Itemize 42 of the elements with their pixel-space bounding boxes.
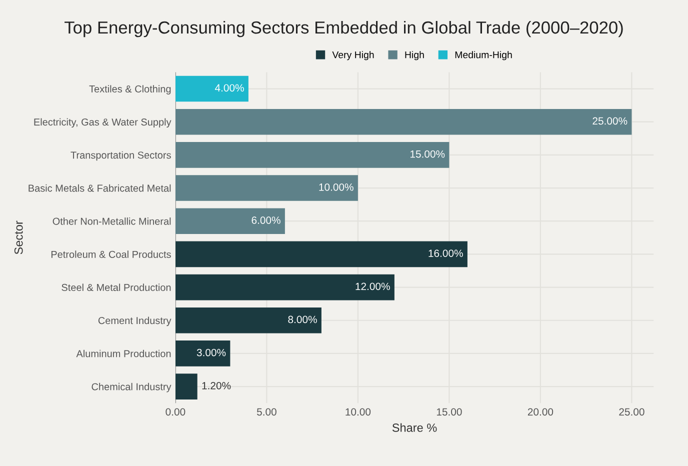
y-tick-label: Other Non-Metallic Mineral [52,217,171,225]
y-tick-label: Cement Industry [98,316,172,326]
bar [175,241,468,268]
bar [175,340,230,366]
bar [175,374,198,400]
y-tick-label: Basic Metals & Fabricated Metal [28,184,171,192]
x-axis-title: Share % [392,423,437,432]
data-label: 25.00% [592,117,628,125]
x-tick-label: 20.00 [528,408,554,416]
legend-label: Medium-High [455,51,512,60]
x-tick-label: 5.00 [256,408,276,416]
x-tick-label: 0.00 [166,408,186,416]
data-label: 8.00% [288,316,317,324]
data-label: 6.00% [252,216,280,224]
y-tick-label: Electricity, Gas & Water Supply [34,118,172,128]
y-tick-label: Petroleum & Coal Products [51,250,171,258]
y-tick-label: Steel & Metal Production [62,284,171,292]
data-label: 12.00% [356,282,390,290]
data-label: 16.00% [428,250,463,257]
data-label: 1.20% [202,382,231,390]
y-tick-label: Transportation Sectors [70,151,171,161]
legend-label: High [405,51,424,60]
bar [175,208,285,234]
x-tick-label: 15.00 [436,408,462,416]
bar [175,274,394,300]
bar [175,76,248,102]
data-label: 4.00% [214,84,244,92]
x-tick-label: 25.00 [619,408,644,416]
bar [175,142,450,168]
bar [175,175,358,201]
bar [175,108,632,135]
data-label: 3.00% [196,348,226,356]
y-tick-label: Chemical Industry [92,382,172,392]
x-tick-label: 10.00 [346,408,371,416]
data-label: 10.00% [319,183,354,191]
y-axis-title: Sector [14,220,23,254]
chart-title: Top Energy-Consuming Sectors Embedded in Global Trade (2000–2020) [64,20,623,38]
legend-label: Very High [332,51,374,60]
data-label: 15.00% [410,150,445,158]
y-tick-label: Aluminum Production [76,350,171,358]
y-tick-label: Textiles & Clothing [89,85,171,94]
bar [175,307,322,334]
